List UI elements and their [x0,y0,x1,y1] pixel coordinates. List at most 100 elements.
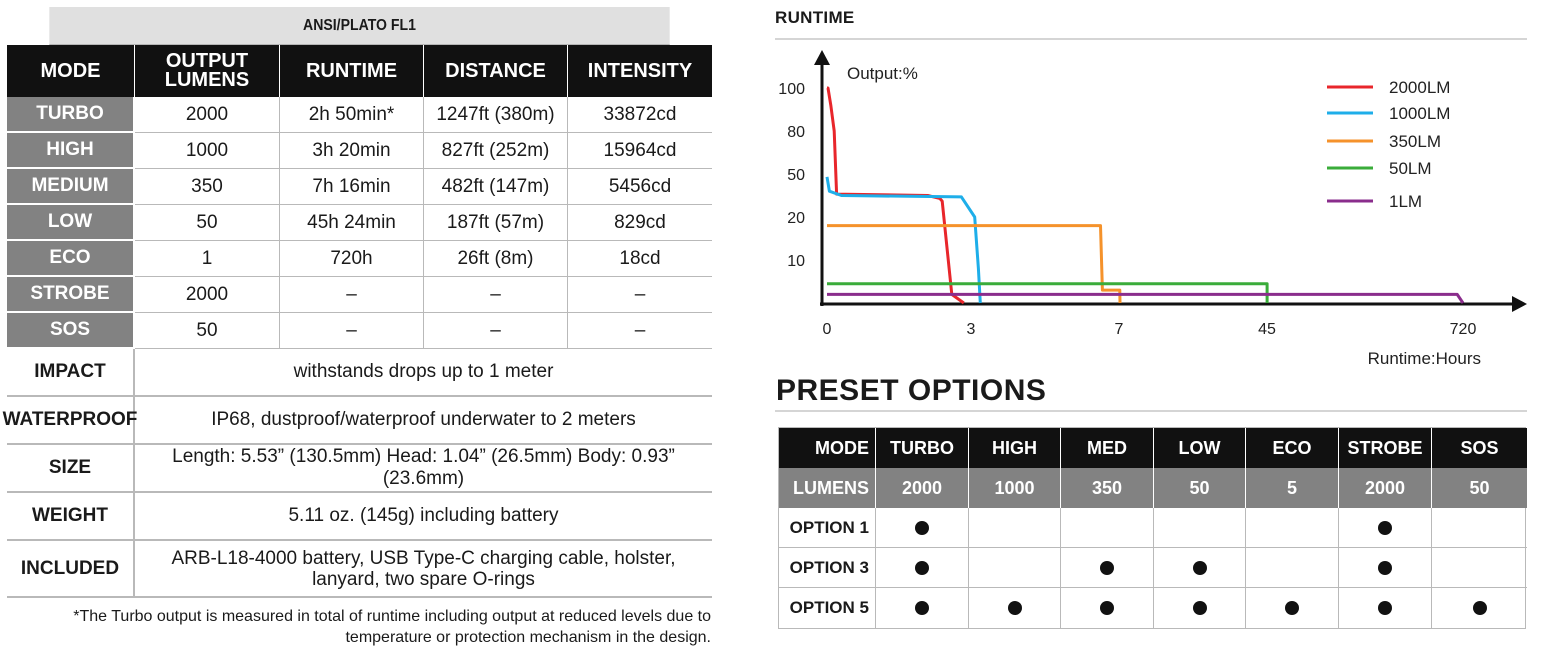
preset-mode-cell: MED [1061,428,1154,468]
series-line-350lm [827,224,1122,304]
lumens-value: 350 [135,169,280,205]
preset-lumens-cell: 50 [1432,468,1527,508]
distance-value: 26ft (8m) [424,241,568,277]
spec-label: INCLUDED [7,541,135,596]
option-cell [1154,548,1246,588]
option-cell [1339,548,1432,588]
mode-name: MEDIUM [7,169,135,205]
chart-lines [825,86,1465,305]
runtime-value: 7h 16min [280,169,424,205]
legend-label: 2000LM [1389,78,1450,97]
mode-rows: TURBO 2000 2h 50min* 1247ft (380m) 33872cd HI… [7,97,712,349]
spec-value: 5.11 oz. (145g) including battery [288,505,559,526]
intensity-value: 18cd [568,241,712,277]
option-cell [1339,588,1432,628]
enabled-dot-icon [1378,601,1392,615]
distance-value: 1247ft (380m) [424,97,568,133]
spec-label: IMPACT [7,349,135,395]
mode-name: SOS [7,313,135,349]
chart-legend: 2000LM 1000LM 350LM 50LM 1LM [1327,78,1450,211]
distance-value: – [424,313,568,349]
lumens-value: 50 [135,205,280,241]
intensity-value: – [568,277,712,313]
preset-lumens-cell: 1000 [969,468,1061,508]
mode-row: TURBO 2000 2h 50min* 1247ft (380m) 33872cd [7,97,712,133]
distance-value: 187ft (57m) [424,205,568,241]
mode-name: TURBO [7,97,135,133]
preset-lumens-cell: 350 [1061,468,1154,508]
preset-option-row: OPTION 3 [779,548,1527,588]
distance-value: – [424,277,568,313]
option-name: OPTION 1 [779,508,876,548]
enabled-dot-icon [1472,601,1487,615]
mode-name: STROBE [7,277,135,313]
y-tick-label: 80 [787,124,805,141]
spec-row: WATERPROOF IP68, dustproof/waterproof und… [3,397,712,445]
option-cell [1432,548,1527,588]
mode-row: SOS 50– – – [7,313,712,349]
spec-value: withstands drops up to 1 meter [293,361,554,382]
option-cell [1246,548,1339,588]
intensity-value: – [568,313,712,349]
preset-mode-cell: HIGH [969,428,1061,468]
ansi-header: ANSI/PLATO FL1 [49,7,670,45]
runtime-value: – [280,313,424,349]
y-tick-label: 20 [787,210,805,227]
spec-header-row: MODE OUTPUT LUMENS RUNTIME DISTANCE INTE… [7,45,712,97]
enabled-dot-icon [1100,601,1114,615]
spec-value: IP68, dustproof/waterproof underwater to… [211,409,636,430]
preset-mode-cell: TURBO [876,428,969,468]
option-cell [1339,508,1432,548]
runtime-divider [775,38,1527,40]
mode-name: ECO [7,241,135,277]
preset-mode-label: MODE [779,428,876,468]
enabled-dot-icon [1192,560,1207,575]
option-cell [969,548,1061,588]
col-header-distance: DISTANCE [424,45,568,97]
option-cell [1432,588,1527,628]
option-name: OPTION 3 [779,548,876,588]
preset-lumens-cell: 50 [1154,468,1246,508]
enabled-dot-icon [1378,560,1392,575]
option-cell [876,588,969,628]
preset-option-row: OPTION 5 [779,588,1525,628]
legend-label: 50LM [1389,159,1432,178]
legend-label: 1000LM [1389,104,1450,123]
mode-row: MEDIUM 350 7h 16min 482ft (147m) 5456cd [7,169,712,205]
series-line-1000lm [825,176,982,304]
enabled-dot-icon [1192,601,1207,615]
preset-mode-cell: ECO [1246,428,1339,468]
lumens-value: 2000 [135,97,280,133]
lumens-value: 50 [135,313,280,349]
x-tick-label: 720 [1450,321,1477,338]
preset-mode-cell: LOW [1154,428,1246,468]
col-header-mode: MODE [7,45,135,97]
lumens-value: 1 [135,241,280,277]
runtime-value: 3h 20min [280,133,424,169]
enabled-dot-icon [1007,601,1022,615]
x-tick-label: 0 [823,321,832,338]
mode-row: ECO 1 720h 26ft (8m) 18cd [7,241,712,277]
preset-lumens-cell: 2000 [876,468,969,508]
option-cell [1432,508,1527,548]
mode-row: LOW 50 45h 24min 187ft (57m) 829cd [7,205,712,241]
preset-option-rows: OPTION 1 OPTION 3 OPTION 5 [779,508,1527,628]
spec-row: SIZE Length: 5.53” (130.5mm) Head: 1.04” … [7,445,712,493]
y-tick-label: 10 [787,253,805,270]
preset-lumens-label: LUMENS [779,468,876,508]
enabled-dot-icon [915,560,929,575]
spec-label: WATERPROOF [3,397,137,443]
runtime-value: 45h 24min [280,205,424,241]
option-cell [876,548,969,588]
spec-row: IMPACT withstands drops up to 1 meter [7,349,712,397]
series-line-50lm [827,282,1269,303]
enabled-dot-icon [915,601,929,615]
x-tick-label: 7 [1115,321,1124,338]
enabled-dot-icon [1378,520,1392,535]
mode-row: HIGH 1000 3h 20min 827ft (252m) 15964cd [7,133,712,169]
option-cell [1061,588,1154,628]
x-axis-label: Runtime:Hours [1368,349,1481,368]
runtime-title: RUNTIME [775,8,855,27]
preset-divider [775,410,1527,412]
